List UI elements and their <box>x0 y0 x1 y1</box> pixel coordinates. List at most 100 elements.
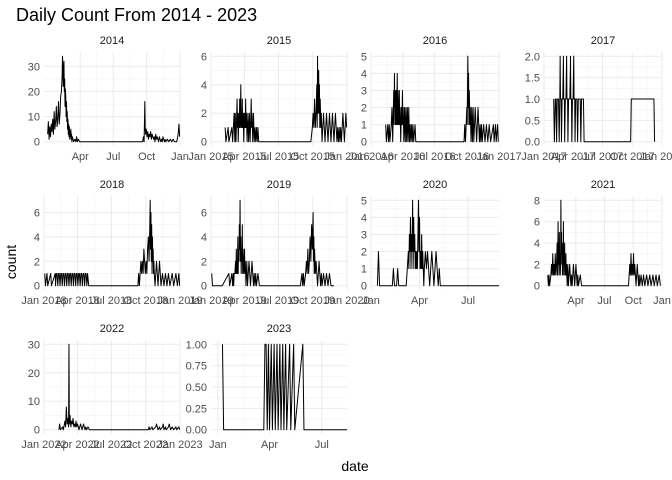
count-series-line <box>224 55 348 143</box>
y-tick-label: 20 <box>28 368 40 380</box>
count-series-line <box>47 55 181 143</box>
x-tick-label: Oct 2016 <box>445 151 490 163</box>
x-tick-label: Jan 2015 <box>188 151 233 163</box>
y-tick-label: 3 <box>361 229 367 241</box>
x-tick-label: Jul 2018 <box>91 295 133 307</box>
facet-strip-label: 2018 <box>100 179 124 191</box>
x-tick-label: Jul 2016 <box>414 151 456 163</box>
y-tick-label: 4 <box>361 68 367 80</box>
x-tick-label: Jan 2023 <box>157 439 202 451</box>
y-tick-label: 1.0 <box>525 94 540 106</box>
y-tick-label: 0.25 <box>186 403 207 415</box>
y-tick-label: 5 <box>361 195 367 207</box>
x-tick-label: Jul <box>461 295 475 307</box>
y-tick-label: 0.50 <box>186 382 207 394</box>
x-tick-label: Apr <box>261 439 278 451</box>
x-tick-label: Oct 2018 <box>123 295 168 307</box>
x-tick-label: Jul <box>315 439 329 451</box>
x-tick-label: Jul 2017 <box>582 151 624 163</box>
x-axis-title: date <box>341 458 368 474</box>
y-tick-label: 1 <box>361 264 367 276</box>
count-series-line <box>376 199 499 287</box>
x-tick-label: Apr <box>567 295 584 307</box>
y-tick-label: 4 <box>361 212 367 224</box>
x-tick-label: Apr <box>72 151 89 163</box>
y-tick-label: 6 <box>34 207 40 219</box>
x-tick-label: Apr <box>411 295 428 307</box>
y-tick-label: 0.5 <box>525 115 540 127</box>
y-tick-label: 0.75 <box>186 361 207 373</box>
facet-panel-2021: 2021 0 2 4 6 8 Apr Jul Oct Jan <box>534 179 671 307</box>
facet-strip-label: 2014 <box>100 35 124 47</box>
y-tick-label: 5 <box>361 51 367 63</box>
facet-strip-label: 2016 <box>423 35 447 47</box>
x-tick-label: Apr 2018 <box>55 295 100 307</box>
x-tick-label: Jan 2022 <box>21 439 66 451</box>
y-tick-label: 0 <box>361 137 367 149</box>
x-tick-label: Oct 2017 <box>610 151 655 163</box>
count-series-line <box>547 199 661 287</box>
y-tick-label: 2 <box>361 103 367 115</box>
count-series-line <box>44 199 181 287</box>
y-tick-label: 10 <box>28 396 40 408</box>
x-tick-label: Apr 2022 <box>55 439 100 451</box>
y-tick-label: 4 <box>34 232 40 244</box>
facet-panel-2020: 2020 0 1 2 3 4 5 Jan Apr Jul <box>361 179 499 307</box>
y-tick-label: 2 <box>201 256 207 268</box>
y-tick-label: 3 <box>361 85 367 97</box>
y-axis-title: count <box>3 245 19 279</box>
x-tick-label: Jan 2016 <box>324 151 369 163</box>
y-tick-label: 2 <box>534 259 540 271</box>
x-tick-label: Jul 2015 <box>258 151 300 163</box>
x-tick-label: Apr 2016 <box>380 151 425 163</box>
y-tick-label: 8 <box>534 195 540 207</box>
y-tick-label: 6 <box>201 51 207 63</box>
y-tick-label: 4 <box>201 232 207 244</box>
facet-strip-label: 2015 <box>267 35 291 47</box>
y-tick-label: 0 <box>34 425 40 437</box>
y-tick-label: 0.00 <box>186 425 207 437</box>
y-tick-label: 30 <box>28 61 40 73</box>
y-tick-label: 1.00 <box>186 339 207 351</box>
facet-panel-2014: 2014 0 10 20 30 Apr Jul Oct Jan <box>28 35 189 163</box>
facet-strip-label: 2023 <box>267 323 291 335</box>
y-tick-label: 1.5 <box>525 73 540 85</box>
y-tick-label: 4 <box>201 80 207 92</box>
count-series-line <box>553 55 656 143</box>
y-tick-label: 6 <box>201 207 207 219</box>
y-tick-label: 0 <box>534 281 540 293</box>
y-tick-label: 0 <box>361 281 367 293</box>
x-tick-label: Jan 2017 <box>476 151 521 163</box>
y-tick-label: 2 <box>361 247 367 259</box>
x-tick-label: Jan <box>171 151 189 163</box>
y-tick-label: 10 <box>28 112 40 124</box>
x-tick-label: Apr 2015 <box>222 151 267 163</box>
x-tick-label: Jan 2019 <box>157 295 202 307</box>
y-tick-label: 20 <box>28 86 40 98</box>
x-tick-label: Jan 2018 <box>21 295 66 307</box>
chart-title: Daily Count From 2014 - 2023 <box>16 5 257 25</box>
y-tick-label: 1 <box>361 120 367 132</box>
y-tick-label: 0 <box>34 281 40 293</box>
y-tick-label: 30 <box>28 339 40 351</box>
facet-strip-label: 2020 <box>423 179 447 191</box>
x-tick-label: Jul 2019 <box>258 295 300 307</box>
y-tick-label: 2 <box>201 108 207 120</box>
facet-strip-label: 2019 <box>267 179 291 191</box>
y-tick-label: 2 <box>34 256 40 268</box>
x-tick-label: Oct <box>625 295 642 307</box>
count-series-line <box>385 55 499 143</box>
x-tick-label: Jan 2018 <box>639 151 672 163</box>
y-tick-label: 0 <box>34 137 40 149</box>
facet-strip-label: 2021 <box>591 179 615 191</box>
y-tick-label: 0 <box>201 281 207 293</box>
x-tick-label: Apr 2019 <box>222 295 267 307</box>
y-tick-label: 6 <box>534 217 540 229</box>
x-tick-label: Jan 2020 <box>324 295 369 307</box>
